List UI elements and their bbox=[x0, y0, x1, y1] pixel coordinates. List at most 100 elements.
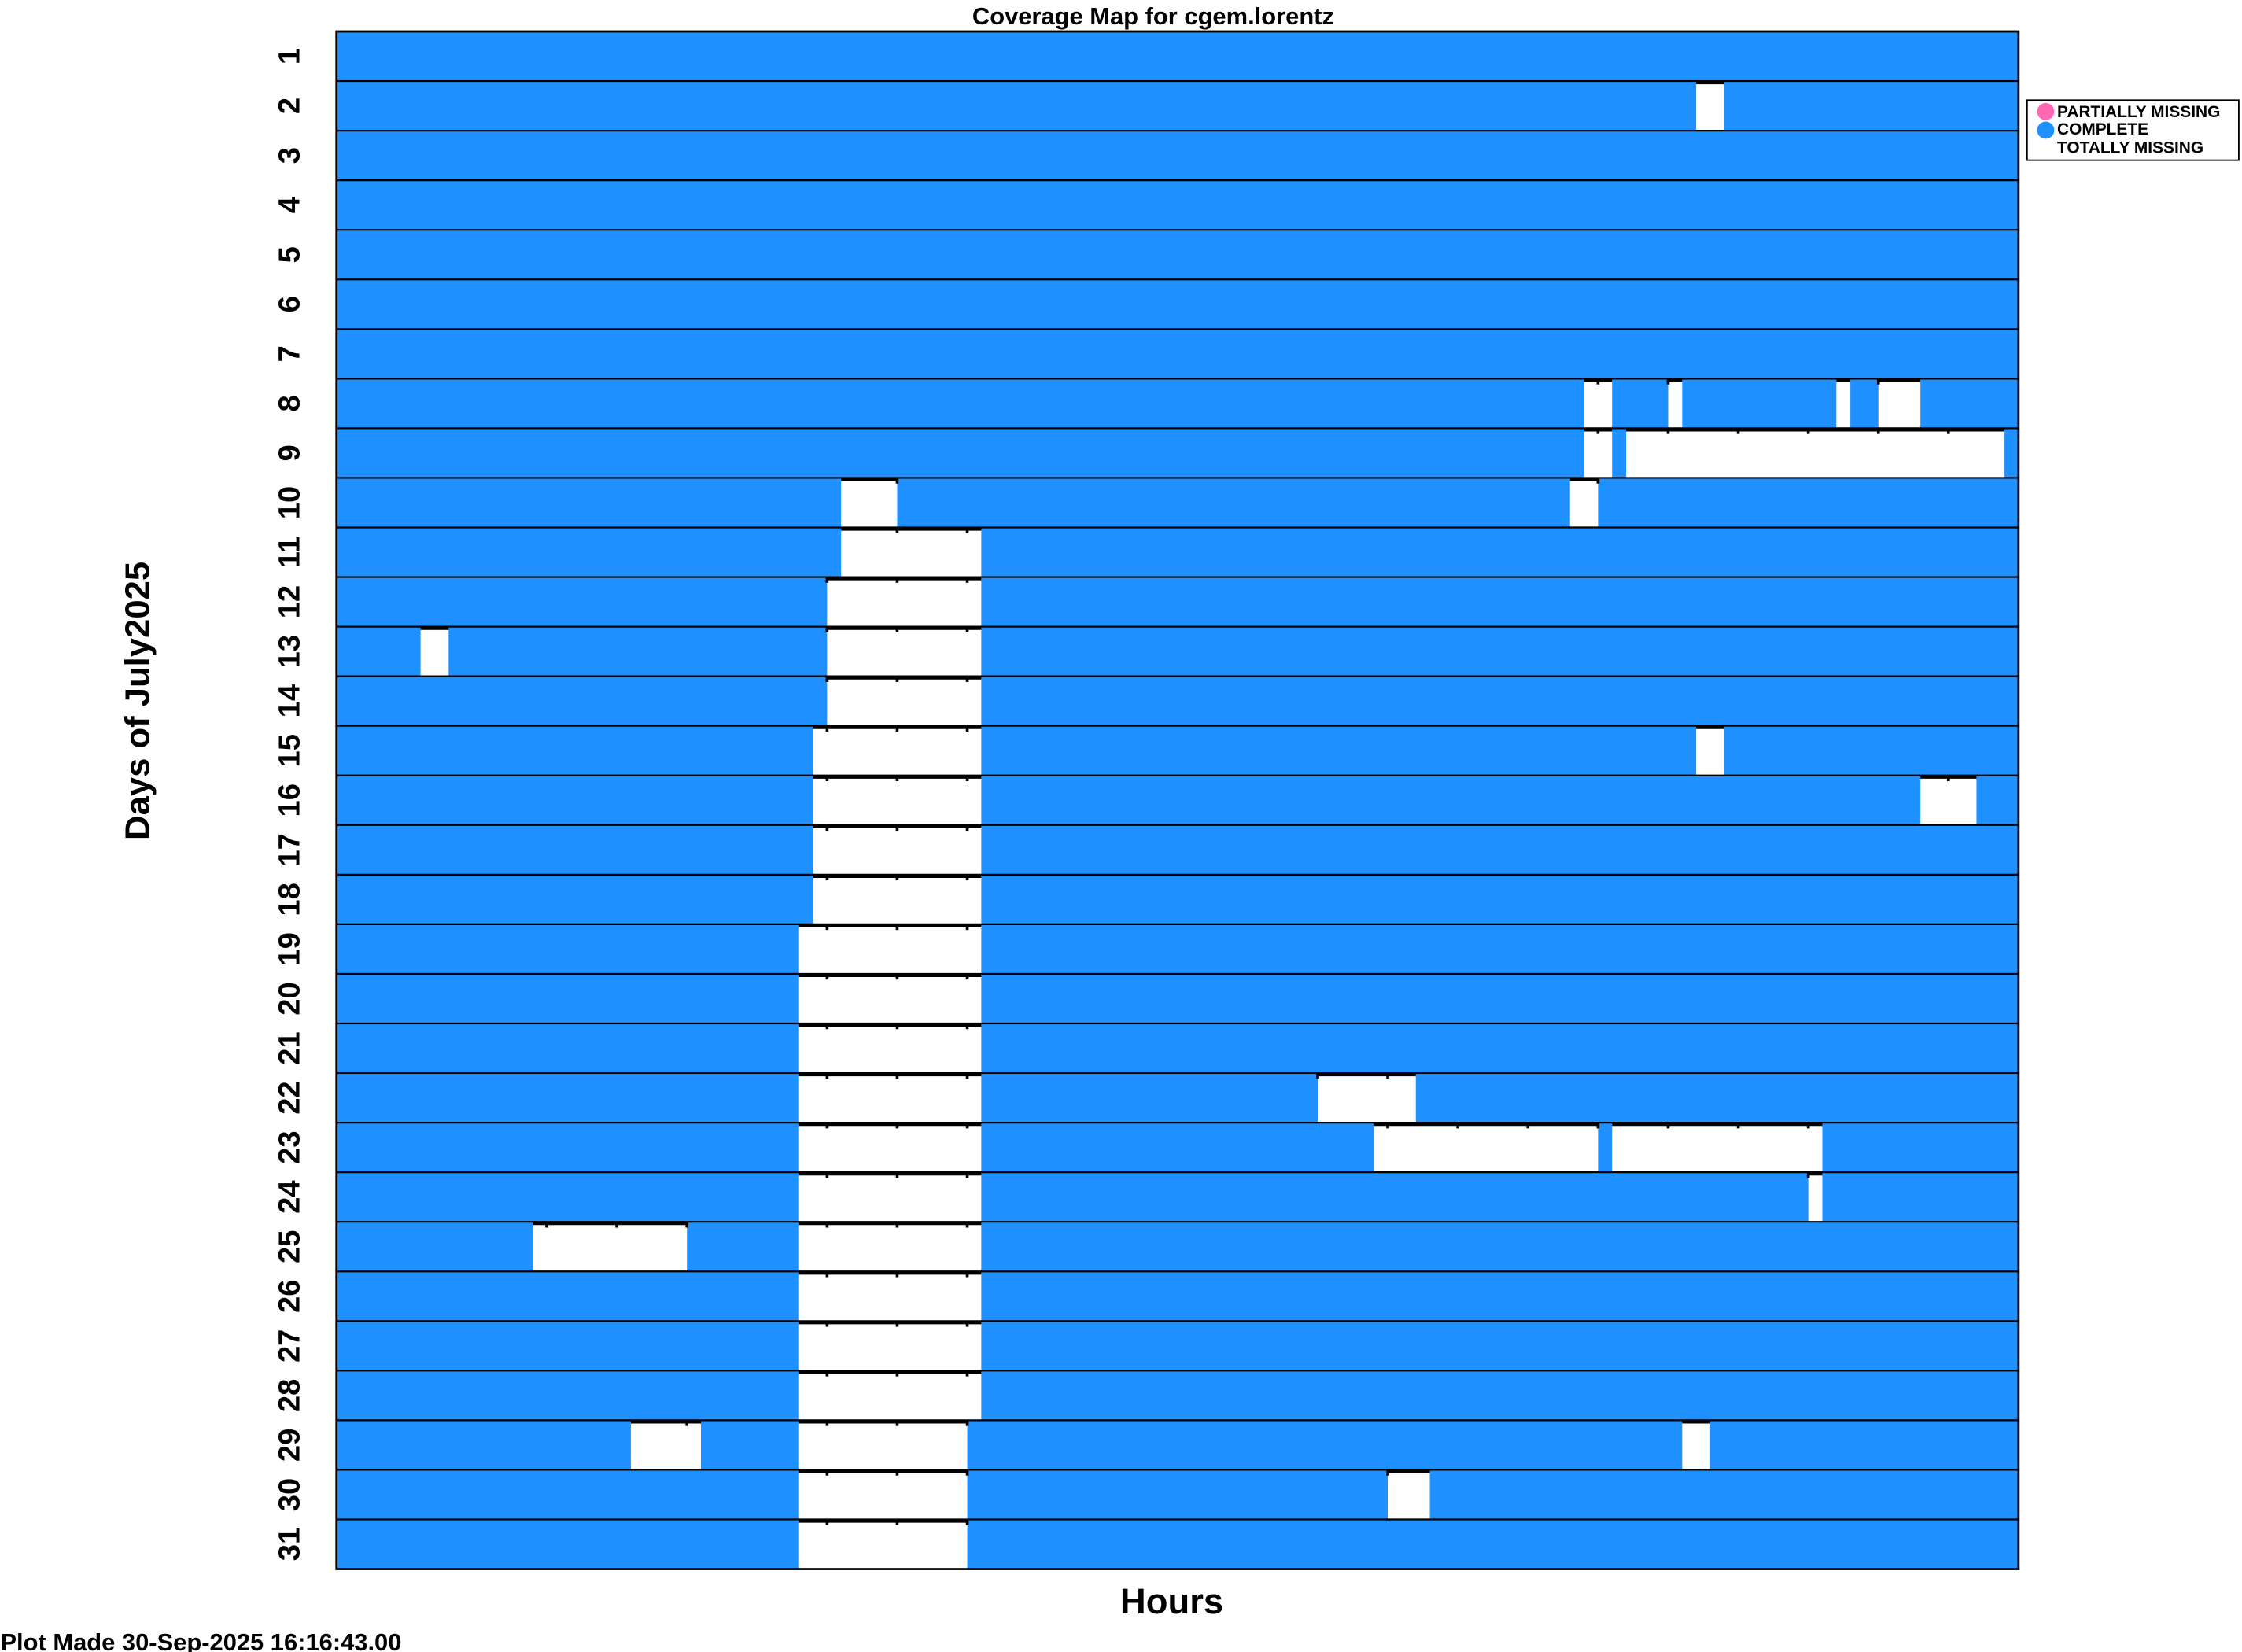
y-tick-label: 1 bbox=[272, 48, 306, 65]
y-tick-label: 7 bbox=[272, 345, 306, 362]
day-row-3 bbox=[336, 131, 2019, 181]
day-row-30 bbox=[336, 1469, 2019, 1520]
missing-interval bbox=[827, 578, 982, 627]
missing-interval bbox=[420, 628, 449, 677]
chart-title: Coverage Map for cgem.lorentz bbox=[972, 2, 1334, 30]
missing-interval bbox=[827, 628, 982, 677]
day-row-10 bbox=[336, 478, 2019, 528]
missing-interval bbox=[1318, 1074, 1416, 1123]
x-axis-label: Hours bbox=[1120, 1581, 1223, 1621]
missing-interval bbox=[1584, 430, 1613, 478]
y-tick-label: 13 bbox=[272, 635, 306, 668]
y-tick-label: 23 bbox=[272, 1130, 306, 1163]
missing-interval bbox=[798, 1322, 982, 1371]
missing-interval bbox=[841, 529, 982, 577]
day-row-14 bbox=[336, 676, 2019, 726]
missing-interval bbox=[1626, 430, 2005, 478]
missing-interval bbox=[1584, 380, 1613, 429]
legend-marker-complete bbox=[2037, 121, 2055, 139]
day-row-24 bbox=[336, 1172, 2019, 1222]
y-tick-label: 31 bbox=[272, 1528, 306, 1561]
y-tick-label: 4 bbox=[272, 196, 306, 213]
missing-interval bbox=[1808, 1173, 1823, 1222]
y-tick-label: 25 bbox=[272, 1230, 306, 1263]
y-tick-label: 16 bbox=[272, 784, 306, 817]
missing-interval bbox=[798, 1422, 968, 1470]
day-row-6 bbox=[336, 279, 2019, 330]
y-tick-label: 9 bbox=[272, 444, 306, 461]
missing-interval bbox=[798, 1123, 982, 1173]
day-row-20 bbox=[336, 973, 2019, 1023]
day-row-21 bbox=[336, 1023, 2019, 1074]
day-row-13 bbox=[336, 626, 2019, 677]
day-row-31 bbox=[336, 1519, 2019, 1569]
day-row-29 bbox=[336, 1420, 2019, 1470]
day-row-4 bbox=[336, 180, 2019, 230]
missing-interval bbox=[1569, 479, 1599, 528]
day-row-15 bbox=[336, 725, 2019, 776]
y-tick-label: 6 bbox=[272, 296, 306, 312]
missing-interval bbox=[798, 1372, 982, 1421]
y-tick-label: 28 bbox=[272, 1379, 306, 1412]
day-row-18 bbox=[336, 874, 2019, 924]
missing-interval bbox=[798, 1521, 968, 1569]
missing-interval bbox=[1388, 1471, 1430, 1520]
missing-interval bbox=[827, 677, 982, 726]
legend-label-partially-missing: PARTIALLY MISSING bbox=[2057, 103, 2220, 121]
day-row-22 bbox=[336, 1073, 2019, 1123]
missing-interval bbox=[630, 1422, 701, 1470]
y-tick-label: 21 bbox=[272, 1031, 306, 1064]
plot-area bbox=[336, 30, 2019, 1569]
missing-interval bbox=[798, 1024, 982, 1074]
day-row-8 bbox=[336, 378, 2019, 429]
missing-interval bbox=[1836, 380, 1851, 429]
missing-interval bbox=[798, 1223, 982, 1272]
y-tick-label: 18 bbox=[272, 883, 306, 916]
missing-interval bbox=[1920, 776, 1977, 825]
legend-label-complete: COMPLETE bbox=[2057, 120, 2148, 138]
y-tick-label: 19 bbox=[272, 932, 306, 965]
day-row-16 bbox=[336, 775, 2019, 825]
day-row-5 bbox=[336, 230, 2019, 280]
y-tick-label: 22 bbox=[272, 1081, 306, 1114]
y-tick-label: 8 bbox=[272, 395, 306, 411]
day-row-11 bbox=[336, 527, 2019, 577]
day-row-17 bbox=[336, 824, 2019, 875]
y-axis-label: Days of July2025 bbox=[120, 562, 157, 840]
missing-interval bbox=[813, 826, 982, 875]
missing-interval bbox=[841, 479, 898, 528]
missing-interval bbox=[798, 1273, 982, 1322]
missing-interval bbox=[813, 727, 982, 776]
day-row-1 bbox=[336, 31, 2019, 82]
y-tick-labels: 1234567891011121314151617181920212223242… bbox=[272, 48, 306, 1561]
missing-interval bbox=[533, 1223, 688, 1272]
missing-interval bbox=[798, 1471, 968, 1520]
day-row-7 bbox=[336, 329, 2019, 379]
missing-interval bbox=[1696, 727, 1724, 776]
missing-interval bbox=[798, 975, 982, 1023]
legend: PARTIALLY MISSING COMPLETE TOTALLY MISSI… bbox=[2026, 99, 2240, 161]
day-row-12 bbox=[336, 577, 2019, 627]
legend-label-totally-missing: TOTALLY MISSING bbox=[2057, 139, 2203, 157]
y-tick-label: 14 bbox=[272, 684, 306, 717]
y-tick-label: 11 bbox=[272, 537, 306, 568]
plot-frame bbox=[335, 30, 2020, 1570]
plot-timestamp: Plot Made 30-Sep-2025 16:16:43.00 bbox=[0, 1628, 401, 1652]
y-tick-label: 30 bbox=[272, 1478, 306, 1511]
y-tick-label: 24 bbox=[272, 1180, 306, 1214]
y-tick-label: 17 bbox=[272, 833, 306, 866]
day-row-2 bbox=[336, 81, 2019, 131]
missing-interval bbox=[798, 925, 982, 974]
y-tick-label: 15 bbox=[272, 734, 306, 767]
day-row-26 bbox=[336, 1271, 2019, 1322]
missing-interval bbox=[1696, 82, 1724, 131]
missing-interval bbox=[1668, 380, 1683, 429]
day-row-28 bbox=[336, 1370, 2019, 1421]
legend-marker-partially-missing bbox=[2037, 102, 2055, 120]
missing-interval bbox=[798, 1074, 982, 1123]
y-tick-label: 29 bbox=[272, 1429, 306, 1462]
day-row-27 bbox=[336, 1321, 2019, 1371]
y-tick-label: 20 bbox=[272, 982, 306, 1015]
missing-interval bbox=[1374, 1123, 1599, 1173]
y-tick-label: 2 bbox=[272, 98, 306, 114]
